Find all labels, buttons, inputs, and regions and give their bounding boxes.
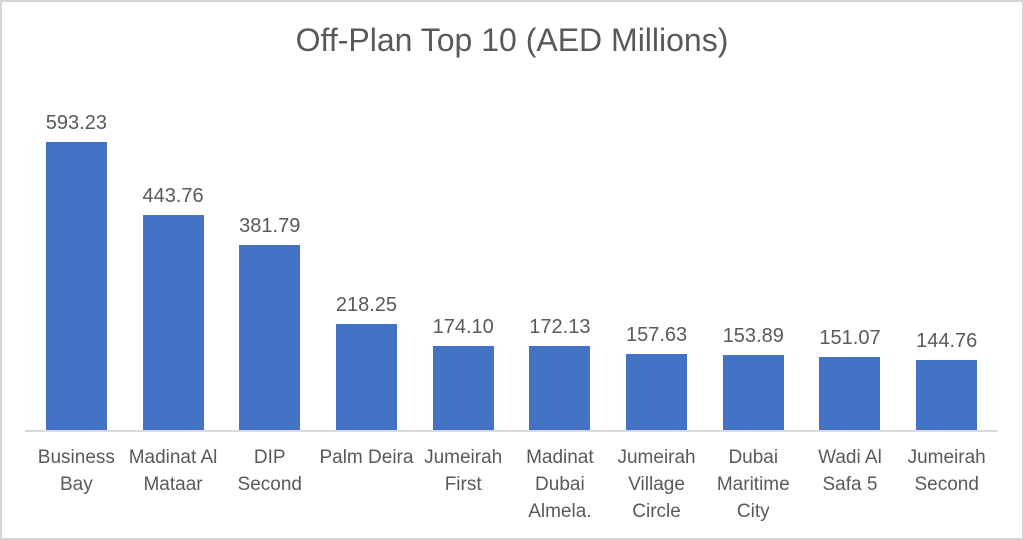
bar xyxy=(239,244,301,430)
category-label: Dubai Maritime City xyxy=(716,447,790,522)
bar xyxy=(142,214,204,430)
category-label: Madinat Dubai Almela. xyxy=(526,447,594,522)
value-label: 218.25 xyxy=(335,294,398,316)
bar-column: 443.76 xyxy=(125,185,222,430)
bar xyxy=(45,142,107,430)
bar xyxy=(335,324,397,430)
bar xyxy=(529,346,591,430)
value-label: 174.10 xyxy=(432,315,494,338)
bar-column: 381.79 xyxy=(221,215,318,430)
category-label: Business Bay xyxy=(37,447,115,495)
category-label: DIP Second xyxy=(237,447,302,495)
category-label: Wadi Al Safa 5 xyxy=(818,447,882,495)
value-label: 172.13 xyxy=(529,316,591,339)
category-axis-labels: Business Bay Madinat Al Mataar DIP Second P… xyxy=(28,444,995,525)
bar xyxy=(722,355,784,430)
bar-column: 593.23 xyxy=(28,112,125,430)
bar-column: 172.13 xyxy=(512,316,609,430)
category-label: Jumeirah Second xyxy=(907,447,986,495)
value-label: 443.76 xyxy=(142,184,204,207)
bar-column: 157.63 xyxy=(608,323,705,430)
bar xyxy=(626,353,688,430)
value-label: 153.89 xyxy=(722,325,784,348)
bar-column: 144.76 xyxy=(898,330,995,430)
bar-column: 218.25 xyxy=(318,294,415,430)
bar-column: 174.10 xyxy=(415,315,512,430)
bar-column: 153.89 xyxy=(705,325,802,430)
category-label: Palm Deira xyxy=(319,447,414,468)
value-label: 151.07 xyxy=(819,326,881,349)
bar-column: 151.07 xyxy=(802,327,899,430)
x-axis-line xyxy=(25,430,998,432)
value-label: 144.76 xyxy=(916,329,978,352)
chart-title: Off-Plan Top 10 (AED Millions) xyxy=(295,22,729,58)
category-label: Jumeirah First xyxy=(424,447,503,495)
value-label: 157.63 xyxy=(625,323,688,346)
bar xyxy=(432,345,494,430)
value-label: 381.79 xyxy=(239,214,301,237)
bars-row: 593.23 443.76 381.79 218.25 174.10 172.13 157.… xyxy=(28,90,995,430)
value-label: 593.23 xyxy=(45,112,107,134)
bar xyxy=(819,356,881,430)
bar xyxy=(916,359,978,430)
category-label: Madinat Al Mataar xyxy=(128,447,218,495)
category-label: Jumeirah Village Circle xyxy=(617,447,696,522)
